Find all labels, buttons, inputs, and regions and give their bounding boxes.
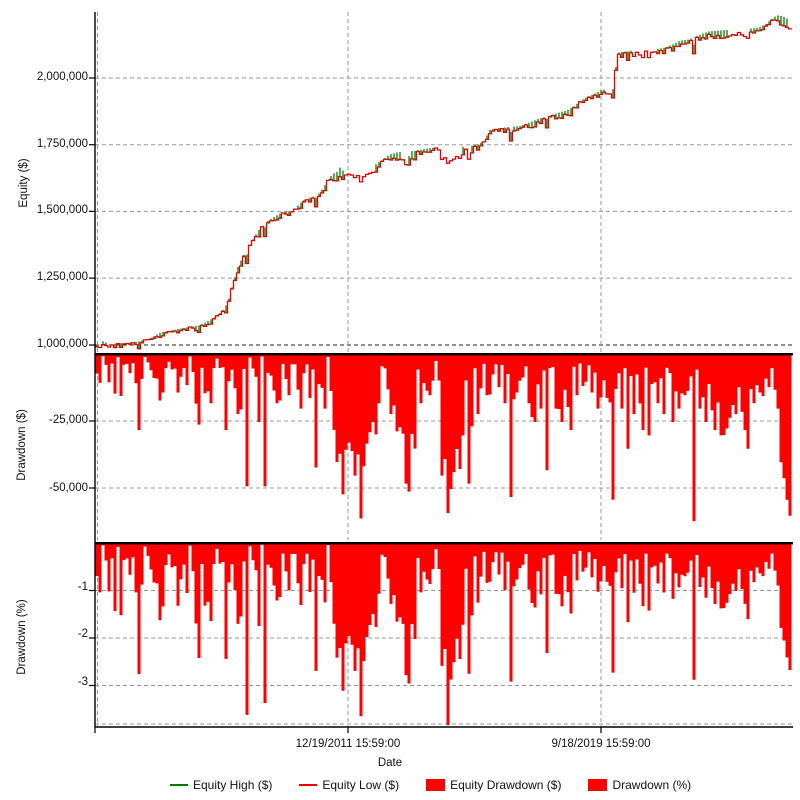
equity-high-line-swatch [170, 784, 188, 786]
chart-legend: Equity High ($) Equity Low ($) Equity Dr… [170, 776, 691, 794]
legend-label: Equity Low ($) [322, 778, 400, 792]
equity-tick-2000000: 2,000,000 [36, 71, 88, 83]
x-tick-2011: 12/19/2011 15:59:00 [295, 738, 401, 750]
legend-item-equity-high: Equity High ($) [170, 778, 272, 792]
equity-tick-1750000: 1,750,000 [36, 138, 88, 150]
drawdown-pct-swatch [588, 779, 608, 791]
dd-pct-tick-2: -2 [77, 628, 88, 640]
legend-item-equity-drawdown: Equity Drawdown ($) [426, 778, 561, 792]
equity-tick-1250000: 1,250,000 [36, 271, 88, 283]
equity-tick-1500000: 1,500,000 [36, 204, 88, 216]
x-axis-title: Date [377, 757, 403, 769]
legend-item-equity-low: Equity Low ($) [299, 778, 399, 792]
dd-pct-tick-1: -1 [77, 581, 88, 593]
equity-drawdown-swatch [426, 779, 446, 791]
equity-low-line-swatch [299, 784, 318, 786]
dd-dollar-axis-title: Drawdown ($) [16, 409, 28, 481]
dd-pct-axis-title: Drawdown (%) [16, 599, 28, 675]
legend-label: Equity High ($) [193, 778, 273, 792]
legend-label: Drawdown (%) [612, 778, 692, 792]
x-tick-2019: 9/18/2019 15:59:00 [551, 738, 651, 750]
equity-tick-1000000: 1,000,000 [36, 338, 88, 350]
legend-label: Equity Drawdown ($) [450, 778, 562, 792]
dd-dollar-tick-25000: -25,000 [48, 414, 88, 426]
dd-pct-tick-3: -3 [77, 676, 88, 688]
legend-item-drawdown-pct: Drawdown (%) [588, 778, 691, 792]
equity-axis-title: Equity ($) [18, 158, 30, 208]
dd-dollar-tick-50000: -50,000 [48, 482, 88, 494]
